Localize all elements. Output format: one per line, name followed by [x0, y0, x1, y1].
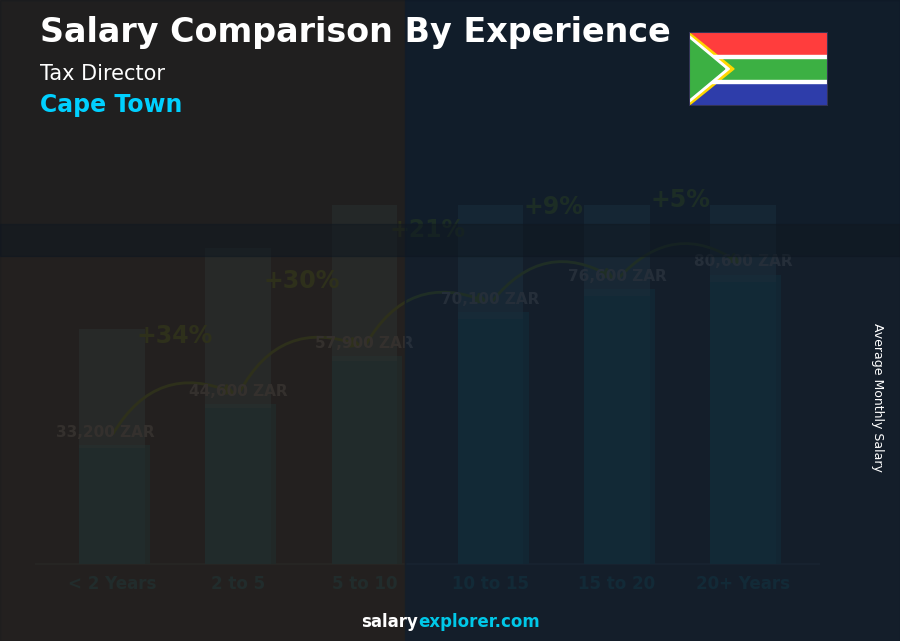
Bar [0, 224, 900, 641]
Polygon shape [688, 32, 731, 106]
Bar [271, 404, 276, 564]
Bar [688, 81, 828, 106]
Bar [405, 0, 900, 641]
Bar [650, 289, 655, 564]
Text: +5%: +5% [650, 188, 710, 212]
Polygon shape [688, 32, 734, 106]
Bar [458, 67, 524, 319]
Bar [584, 289, 650, 564]
Text: +9%: +9% [524, 195, 584, 219]
Bar [524, 312, 528, 564]
Bar [458, 312, 524, 564]
Text: Salary Comparison By Experience: Salary Comparison By Experience [40, 16, 671, 49]
Polygon shape [688, 38, 724, 99]
Bar [205, 404, 271, 564]
Bar [0, 0, 405, 641]
Bar [331, 356, 397, 564]
Text: 76,600 ZAR: 76,600 ZAR [568, 269, 666, 284]
Text: 33,200 ZAR: 33,200 ZAR [56, 424, 155, 440]
Bar [688, 80, 828, 83]
Bar [79, 329, 145, 448]
Bar [688, 56, 828, 81]
Text: salary: salary [362, 613, 418, 631]
Bar [145, 445, 150, 564]
Text: 44,600 ZAR: 44,600 ZAR [189, 383, 287, 399]
Bar [397, 356, 402, 564]
Bar [79, 445, 145, 564]
Text: 57,900 ZAR: 57,900 ZAR [315, 336, 414, 351]
Bar [710, 0, 776, 282]
Text: Cape Town: Cape Town [40, 93, 183, 117]
Text: Tax Director: Tax Director [40, 64, 166, 84]
Text: +30%: +30% [263, 269, 339, 294]
Bar [688, 55, 828, 58]
Text: +34%: +34% [137, 324, 213, 348]
Bar [776, 275, 781, 564]
Bar [584, 21, 650, 296]
Bar [205, 248, 271, 408]
Bar [710, 275, 776, 564]
Bar [331, 154, 397, 362]
Text: +21%: +21% [390, 219, 465, 242]
Text: 70,100 ZAR: 70,100 ZAR [442, 292, 540, 307]
Bar [688, 32, 828, 56]
Text: explorer.com: explorer.com [418, 613, 540, 631]
Polygon shape [688, 35, 729, 103]
Text: Average Monthly Salary: Average Monthly Salary [871, 323, 884, 472]
Bar [0, 0, 900, 256]
Text: 80,600 ZAR: 80,600 ZAR [694, 254, 793, 269]
